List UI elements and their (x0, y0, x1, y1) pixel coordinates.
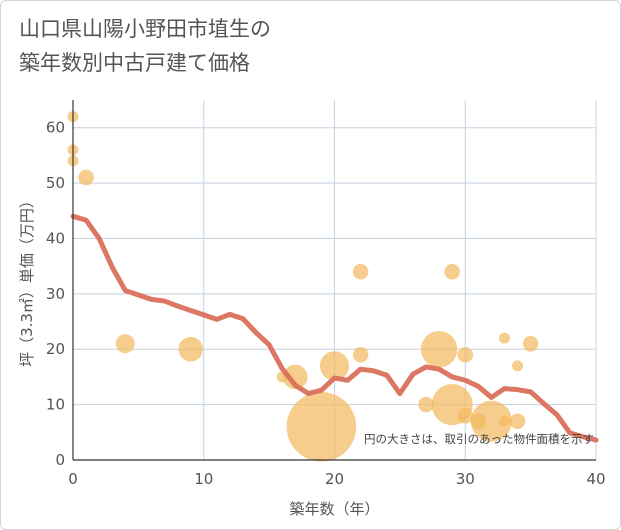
bubble-point-9 (319, 351, 350, 381)
bubble-point-4 (115, 334, 135, 354)
x-tick-label-20: 20 (325, 470, 344, 488)
bubble-point-19 (470, 400, 512, 442)
bubble-point-24 (522, 335, 539, 352)
y-tick-label-60: 60 (46, 119, 65, 137)
bubble-size-note: 円の大きさは、取引のあった物件面積を示す (364, 432, 594, 446)
bubble-point-23 (509, 413, 526, 430)
bubble-point-13 (420, 330, 458, 368)
y-tick-label-40: 40 (46, 229, 65, 247)
chart-title-line-2: 築年数別中古戸建て価格 (19, 51, 250, 75)
y-tick-label-50: 50 (46, 174, 65, 192)
axes (72, 100, 596, 461)
x-tick-label-30: 30 (456, 470, 475, 488)
bubble-point-7 (282, 364, 308, 390)
bubble-point-5 (178, 336, 203, 362)
bubble-point-12 (418, 396, 434, 413)
bubble-point-20 (498, 332, 510, 344)
chart-title: 山口県山陽小野田市埴生の 築年数別中古戸建て価格 (19, 12, 599, 80)
bubble-series (67, 111, 539, 462)
average-price-polyline (70, 213, 599, 443)
chart-title-line-1: 山口県山陽小野田市埴生の (19, 17, 271, 41)
average-price-line (70, 213, 599, 443)
bubble-point-3 (78, 169, 94, 186)
bubble-point-10 (352, 263, 369, 280)
bubble-point-8 (286, 391, 357, 462)
bubble-point-16 (457, 346, 474, 363)
bubble-point-22 (512, 360, 524, 372)
y-tick-label-20: 20 (46, 340, 65, 358)
y-axis-label: 坪（3.3㎡）単価（万円） (18, 193, 36, 367)
bubble-point-17 (457, 407, 474, 424)
bubble-point-14 (444, 263, 460, 280)
bubble-point-21 (498, 415, 510, 427)
x-tick-label-10: 10 (194, 470, 213, 488)
tick-labels: 0 10 20 30 40 50 60 0 10 20 30 40 (46, 119, 606, 488)
x-axis-label: 築年数（年） (289, 500, 379, 518)
y-tick-label-10: 10 (46, 396, 65, 414)
x-tick-label-40: 40 (586, 470, 605, 488)
x-tick-label-0: 0 (68, 470, 78, 488)
y-tick-label-0: 0 (55, 451, 65, 469)
y-tick-label-30: 30 (46, 285, 65, 303)
bubble-point-11 (352, 346, 369, 363)
